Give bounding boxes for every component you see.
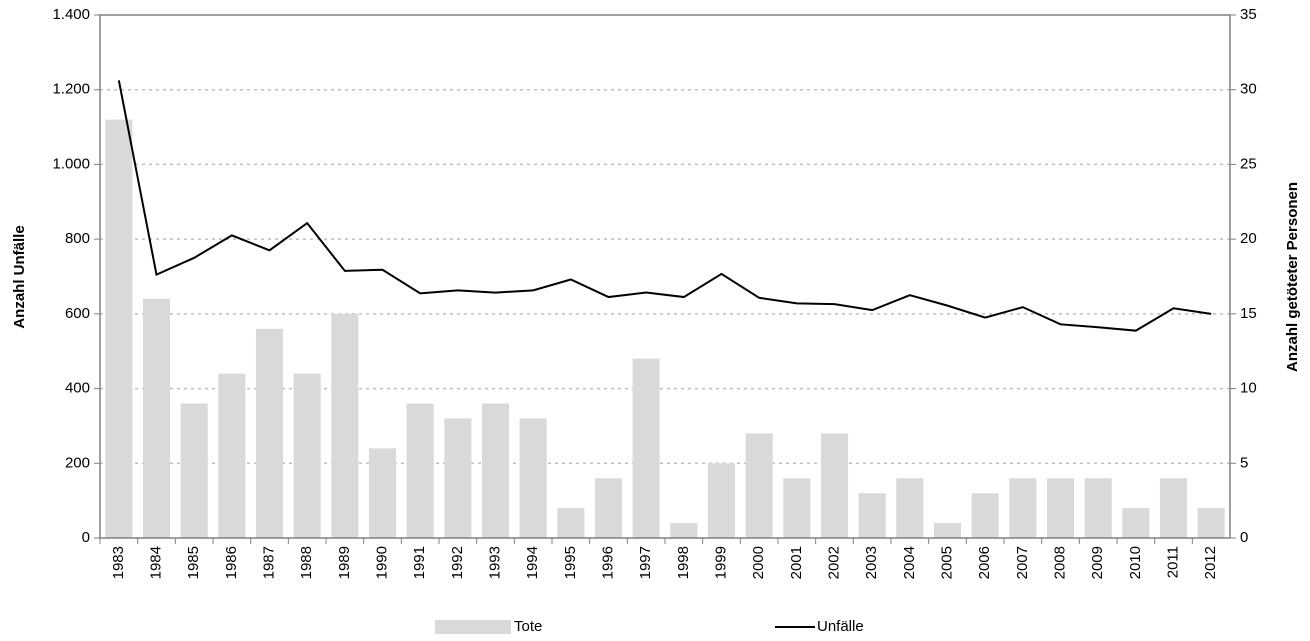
x-tick-label: 1992 <box>449 546 466 579</box>
y2-tick-label: 15 <box>1240 305 1257 322</box>
x-tick-label: 1984 <box>147 546 164 579</box>
y2-tick-label: 20 <box>1240 230 1257 247</box>
bar <box>971 493 999 538</box>
bar <box>745 433 773 538</box>
x-tick-label: 1996 <box>599 546 616 579</box>
bar <box>218 373 246 538</box>
y2-axis-title: Anzahl getöteter Personen <box>1284 182 1301 372</box>
legend-swatch <box>435 620 511 634</box>
x-tick-label: 1991 <box>411 546 428 579</box>
bar <box>670 523 698 538</box>
x-tick-label: 1989 <box>336 546 353 579</box>
x-tick-label: 2005 <box>938 546 955 579</box>
x-tick-label: 2006 <box>976 546 993 579</box>
bar <box>1159 478 1188 538</box>
x-tick-label: 1987 <box>260 546 277 579</box>
y-tick-label: 0 <box>82 529 90 546</box>
x-tick-label: 2002 <box>825 546 842 579</box>
x-tick-label: 2009 <box>1089 546 1106 579</box>
bar <box>557 508 585 538</box>
bar <box>1046 478 1075 538</box>
bar <box>180 403 208 538</box>
bar <box>858 493 886 538</box>
y-axis-title: Anzahl Unfälle <box>11 225 28 328</box>
x-tick-label: 2000 <box>750 546 767 579</box>
x-tick-label: 2007 <box>1014 546 1031 579</box>
x-tick-label: 1998 <box>675 546 692 579</box>
x-tick-label: 1985 <box>185 546 202 579</box>
bar <box>255 328 284 538</box>
y-tick-label: 200 <box>65 454 90 471</box>
bar <box>444 418 472 538</box>
y-tick-label: 400 <box>65 380 90 397</box>
x-tick-label: 2008 <box>1051 546 1068 579</box>
y-tick-label: 600 <box>65 305 90 322</box>
bar <box>368 448 397 538</box>
x-tick-label: 1997 <box>637 546 654 579</box>
bar <box>293 373 321 538</box>
x-tick-label: 2001 <box>788 546 805 579</box>
line <box>117 80 1212 332</box>
x-tick-label: 1990 <box>373 546 390 579</box>
y-tick-label: 1.400 <box>52 6 90 23</box>
x-tick-label: 1993 <box>486 546 503 579</box>
bar <box>632 358 660 538</box>
bar <box>481 403 510 538</box>
x-tick-label: 1999 <box>712 546 729 579</box>
legend-label: Unfälle <box>817 618 864 635</box>
x-tick-label: 1986 <box>223 546 240 579</box>
bar <box>331 313 359 538</box>
y-tick-label: 800 <box>65 230 90 247</box>
bar <box>707 463 736 538</box>
bar <box>406 403 434 538</box>
x-tick-label: 2004 <box>901 546 918 579</box>
bar <box>1009 478 1037 538</box>
x-tick-label: 1983 <box>110 546 127 579</box>
bar <box>594 478 623 538</box>
x-tick-label: 2003 <box>863 546 880 579</box>
bar <box>933 523 962 538</box>
bar <box>896 478 924 538</box>
bar <box>783 478 811 538</box>
bar <box>1122 508 1150 538</box>
y2-tick-label: 0 <box>1240 529 1248 546</box>
x-tick-label: 2011 <box>1164 546 1181 578</box>
y-tick-label: 1.000 <box>52 155 90 172</box>
x-tick-label: 2012 <box>1202 546 1219 579</box>
bar <box>1197 508 1225 538</box>
y2-tick-label: 5 <box>1240 454 1248 471</box>
x-tick-label: 1988 <box>298 546 315 579</box>
bar <box>105 119 133 538</box>
x-tick-label: 1995 <box>562 546 579 579</box>
x-tick-label: 2010 <box>1127 546 1144 579</box>
y2-tick-label: 10 <box>1240 380 1257 397</box>
bar <box>142 298 171 538</box>
y2-tick-label: 25 <box>1240 155 1257 172</box>
y2-tick-label: 35 <box>1240 6 1257 23</box>
legend-label: Tote <box>514 618 542 635</box>
bar <box>1084 478 1112 538</box>
bar <box>820 433 849 538</box>
bar <box>519 418 547 538</box>
y-tick-label: 1.200 <box>52 81 90 98</box>
y2-tick-label: 30 <box>1240 81 1257 98</box>
x-tick-label: 1994 <box>524 546 541 579</box>
